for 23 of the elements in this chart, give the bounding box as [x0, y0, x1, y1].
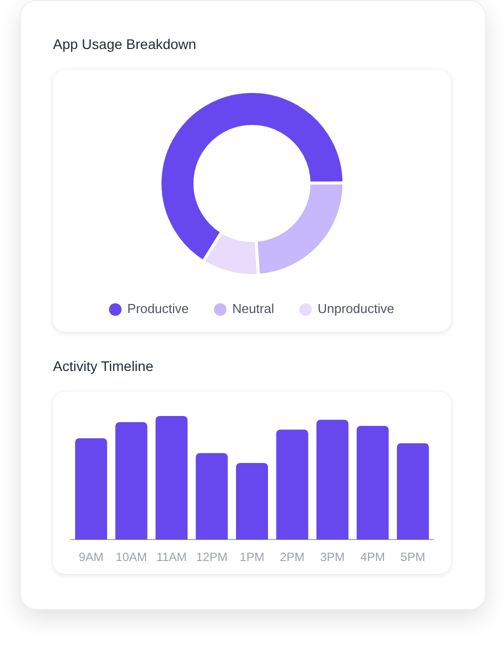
- x-tick-label: 3PM: [320, 550, 345, 564]
- bar: [356, 426, 389, 540]
- x-tick-label: 11AM: [156, 550, 187, 564]
- x-tick-label: 4PM: [360, 550, 386, 564]
- x-tick-label: 10AM: [116, 550, 148, 564]
- bar: [75, 438, 108, 540]
- bar: [396, 443, 429, 540]
- x-tick-label: 2PM: [280, 550, 305, 564]
- bar: [115, 422, 148, 540]
- chart-title: App Usage Breakdown: [53, 36, 198, 52]
- bar: [316, 420, 348, 540]
- chart-title: Activity Timeline: [53, 358, 154, 374]
- legend-label: Unproductive: [318, 301, 394, 316]
- x-tick-label: 12PM: [196, 550, 228, 564]
- bar: [156, 416, 188, 540]
- x-tick-label: 9AM: [78, 550, 104, 564]
- legend-label: Neutral: [232, 301, 274, 316]
- legend-label: Productive: [127, 301, 189, 316]
- bar: [276, 430, 308, 540]
- bar: [196, 453, 228, 540]
- x-tick-label: 5PM: [400, 550, 426, 564]
- bar: [236, 462, 268, 540]
- x-tick-label: 1PM: [240, 550, 264, 564]
